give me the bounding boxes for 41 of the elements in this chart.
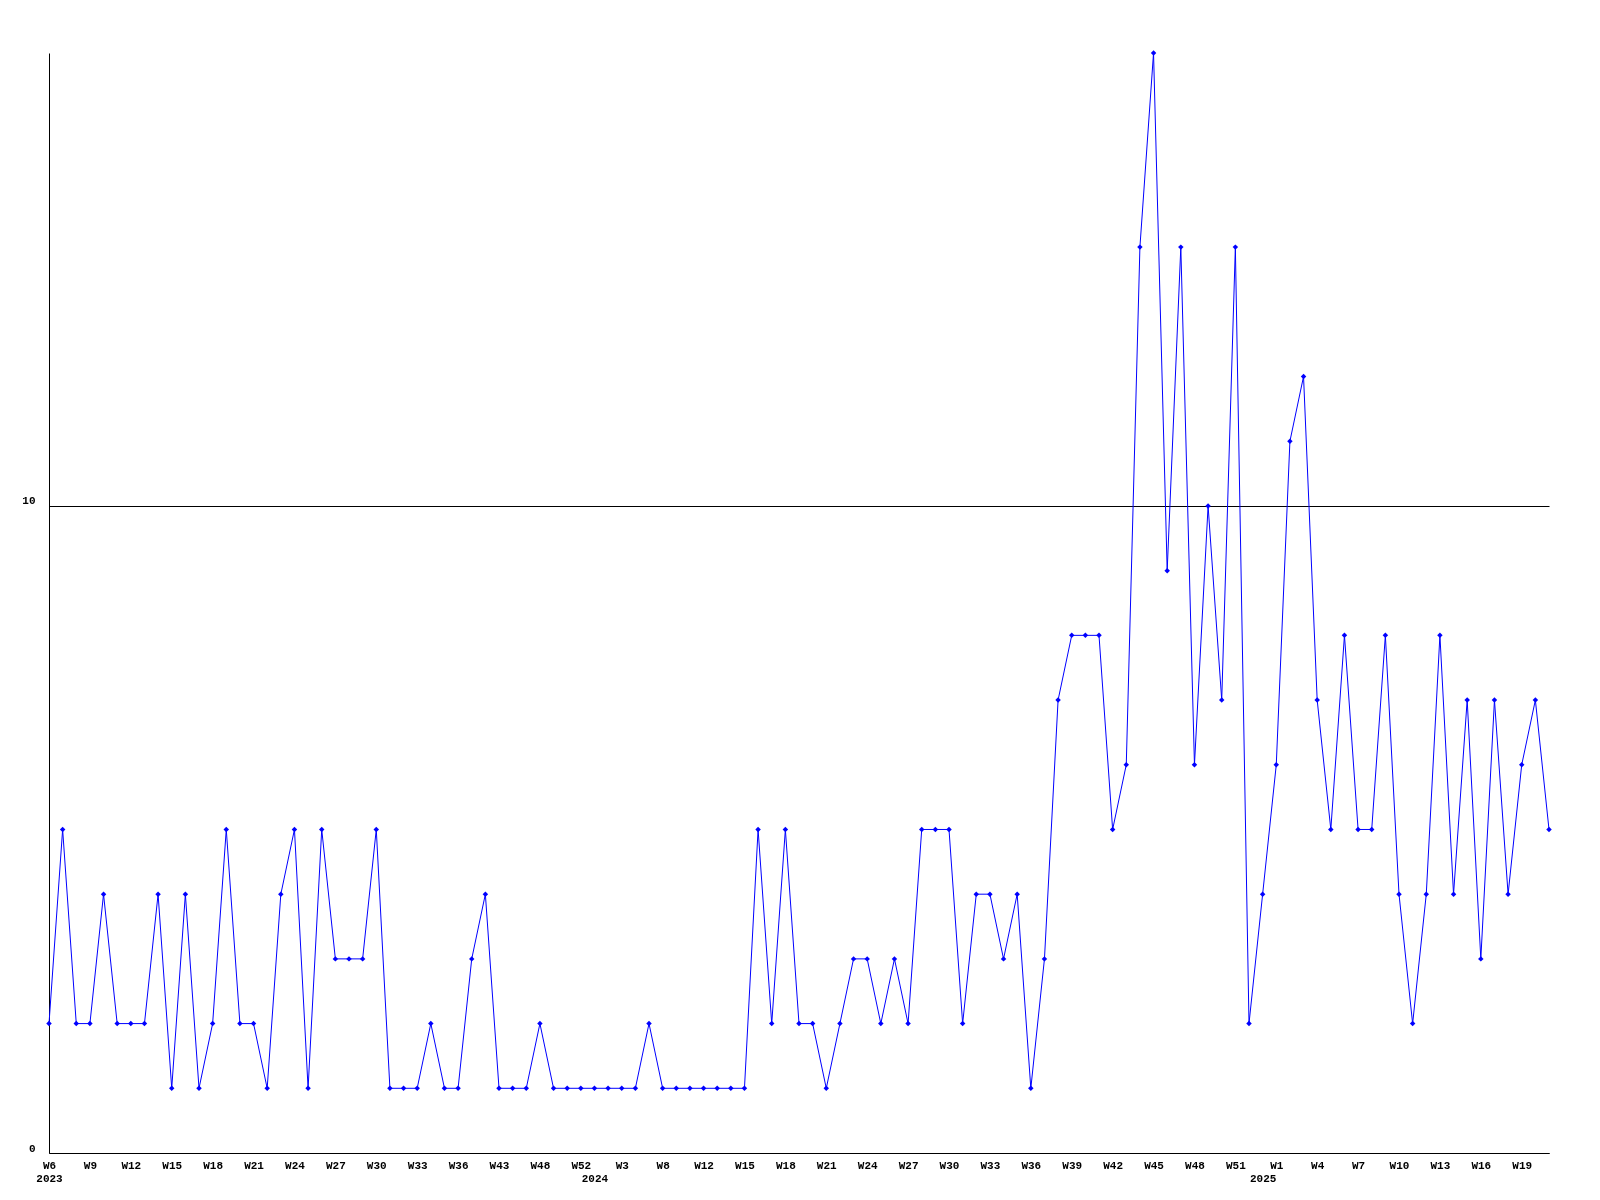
x-tick-label: 2024: [581, 1172, 609, 1185]
x-tick-label: W36: [448, 1159, 469, 1172]
x-tick-label: W51: [1225, 1159, 1247, 1172]
x-tick-label: W33: [980, 1159, 1001, 1172]
x-tick-label: W15: [735, 1159, 756, 1172]
x-tick-label: W27: [898, 1159, 919, 1172]
x-tick-label: W24: [857, 1159, 878, 1172]
x-tick-label: W36: [1021, 1159, 1042, 1172]
x-tick-label: W43: [489, 1159, 510, 1172]
x-tick-label: W13: [1430, 1159, 1451, 1172]
x-tick-label: W10: [1389, 1159, 1410, 1172]
x-tick-label: W48: [530, 1159, 551, 1172]
x-tick-label: 2025: [1249, 1172, 1277, 1185]
x-tick-label: W18: [775, 1159, 797, 1172]
x-tick-label: W42: [1103, 1159, 1124, 1172]
x-tick-label: W30: [939, 1159, 960, 1172]
x-tick-label: W39: [1062, 1159, 1083, 1172]
x-tick-label: W7: [1351, 1159, 1366, 1172]
x-tick-label: W33: [407, 1159, 428, 1172]
x-tick-label: W21: [816, 1159, 838, 1172]
x-tick-label: W3: [615, 1159, 630, 1172]
x-tick-label: W24: [285, 1159, 306, 1172]
x-tick-label: W30: [366, 1159, 387, 1172]
x-tick-label: W9: [83, 1159, 98, 1172]
y-tick-label: 10: [22, 495, 36, 508]
x-tick-label: W12: [694, 1159, 714, 1172]
x-tick-label: W12: [121, 1159, 142, 1172]
x-tick-label: W48: [1185, 1159, 1206, 1172]
x-tick-label: W4: [1311, 1159, 1325, 1172]
x-tick-label: W18: [203, 1159, 224, 1172]
x-tick-label: W1: [1270, 1159, 1284, 1172]
x-tick-label: W16: [1471, 1159, 1492, 1172]
x-tick-label: W45: [1144, 1159, 1165, 1172]
x-tick-label: W27: [325, 1159, 346, 1172]
y-tick-label: 0: [28, 1142, 36, 1155]
x-tick-label: W6 2023: [36, 1159, 64, 1185]
x-tick-label: W8: [656, 1159, 671, 1172]
x-tick-label: W19: [1512, 1159, 1533, 1172]
x-tick-label: W15: [162, 1159, 183, 1172]
x-tick-label: W21: [244, 1159, 265, 1172]
x-tick-label: W52: [571, 1159, 592, 1172]
